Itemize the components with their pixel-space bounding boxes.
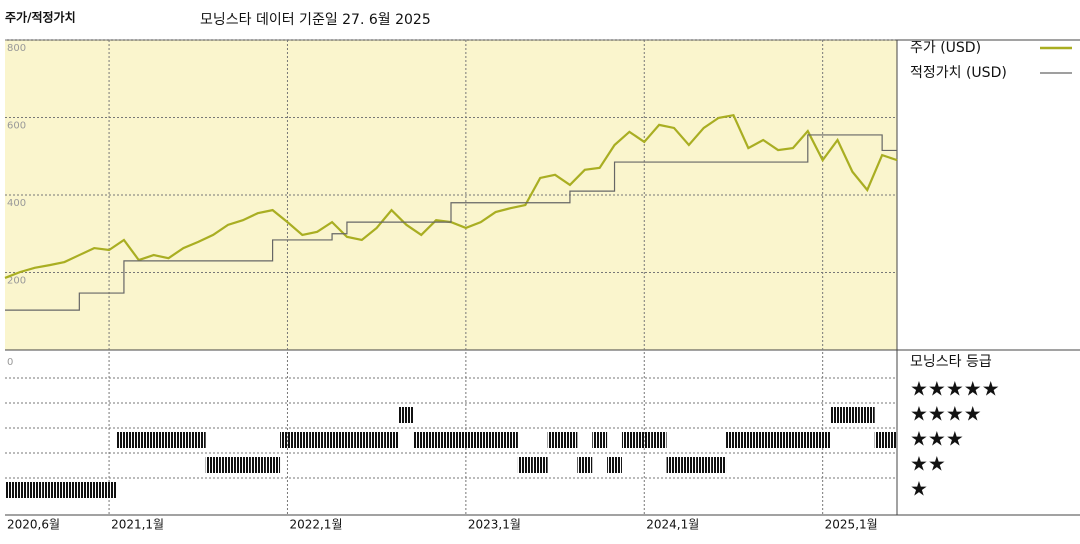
legend-label: 적정가치 (USD): [910, 65, 1007, 81]
rating-bar: [131, 432, 147, 448]
rating-bar: [161, 432, 176, 448]
x-tick-label: 2021,1월: [111, 518, 164, 532]
rating-level-label: ★: [910, 477, 928, 501]
rating-bar: [175, 432, 191, 448]
rating-bar: [86, 482, 102, 498]
rating-bar: [859, 407, 875, 423]
x-tick-label: 2025,1월: [825, 518, 878, 532]
rating-bar: [651, 432, 667, 448]
rating-bar: [517, 457, 533, 473]
x-tick-label: 2022,1월: [289, 518, 342, 532]
x-tick-label: 2020,6월: [7, 518, 60, 532]
rating-bar: [265, 457, 281, 473]
rating-bar: [636, 432, 652, 448]
rating-bar: [740, 432, 756, 448]
rating-bar: [607, 457, 622, 473]
rating-bar: [696, 457, 712, 473]
rating-bar: [503, 432, 518, 448]
rating-level-label: ★★: [910, 452, 946, 476]
rating-bar: [547, 432, 563, 448]
rating-bar: [830, 407, 845, 423]
rating-level-label: ★★★: [910, 427, 964, 451]
rating-bar: [146, 432, 162, 448]
rating-bar: [443, 432, 459, 448]
rating-bar: [42, 482, 58, 498]
rating-bar: [116, 432, 132, 448]
y-tick-label: 800: [7, 43, 26, 54]
rating-bar: [428, 432, 444, 448]
x-tick-label: 2024,1월: [646, 518, 699, 532]
rating-bar: [844, 407, 860, 423]
rating-bar: [220, 457, 236, 473]
rating-bar: [384, 432, 399, 448]
rating-bar: [874, 432, 890, 448]
rating-bar: [27, 482, 43, 498]
rating-bar: [101, 482, 117, 498]
y-tick-label: 600: [7, 121, 26, 132]
rating-bar: [398, 407, 414, 423]
rating-bar: [190, 432, 206, 448]
rating-bar: [577, 457, 593, 473]
rating-bar: [488, 432, 504, 448]
rating-bar: [562, 432, 578, 448]
y-tick-label: 200: [7, 276, 26, 287]
series-line: [5, 134, 897, 311]
rating-bar: [726, 432, 741, 448]
rating-bar: [354, 432, 370, 448]
rating-bar: [815, 432, 831, 448]
rating-bar: [205, 457, 221, 473]
rating-bar: [339, 432, 355, 448]
rating-bar: [770, 432, 786, 448]
rating-bar: [280, 432, 295, 448]
rating-bar: [532, 457, 548, 473]
legend-label: 주가 (USD): [910, 40, 981, 56]
rating-level-label: ★★★★★: [910, 377, 1000, 401]
rating-bar: [473, 432, 489, 448]
rating-bar: [413, 432, 429, 448]
rating-bar: [621, 432, 637, 448]
rating-bar: [294, 432, 310, 448]
x-tick-label: 2023,1월: [468, 518, 521, 532]
rating-bar: [324, 432, 340, 448]
rating-bar: [235, 457, 251, 473]
rating-title: 모닝스타 등급: [910, 354, 992, 370]
rating-bar: [755, 432, 771, 448]
rating-axis-label: 0: [7, 357, 13, 368]
rating-bar: [666, 457, 682, 473]
rating-bar: [12, 482, 28, 498]
rating-bar: [711, 457, 727, 473]
subtitle: 모닝스타 데이터 기준일 27. 6월 2025: [200, 12, 431, 28]
rating-bar: [592, 432, 608, 448]
chart-title: 주가/적정가치: [5, 10, 76, 25]
rating-bar: [71, 482, 87, 498]
rating-bar: [681, 457, 697, 473]
rating-bar: [57, 482, 72, 498]
rating-bar: [309, 432, 325, 448]
rating-bar: [800, 432, 816, 448]
rating-level-label: ★★★★: [910, 402, 982, 426]
rating-bar: [369, 432, 385, 448]
rating-bar: [458, 432, 474, 448]
rating-bar: [889, 432, 897, 448]
rating-bar: [250, 457, 266, 473]
y-tick-label: 400: [7, 198, 26, 209]
rating-bar: [785, 432, 801, 448]
